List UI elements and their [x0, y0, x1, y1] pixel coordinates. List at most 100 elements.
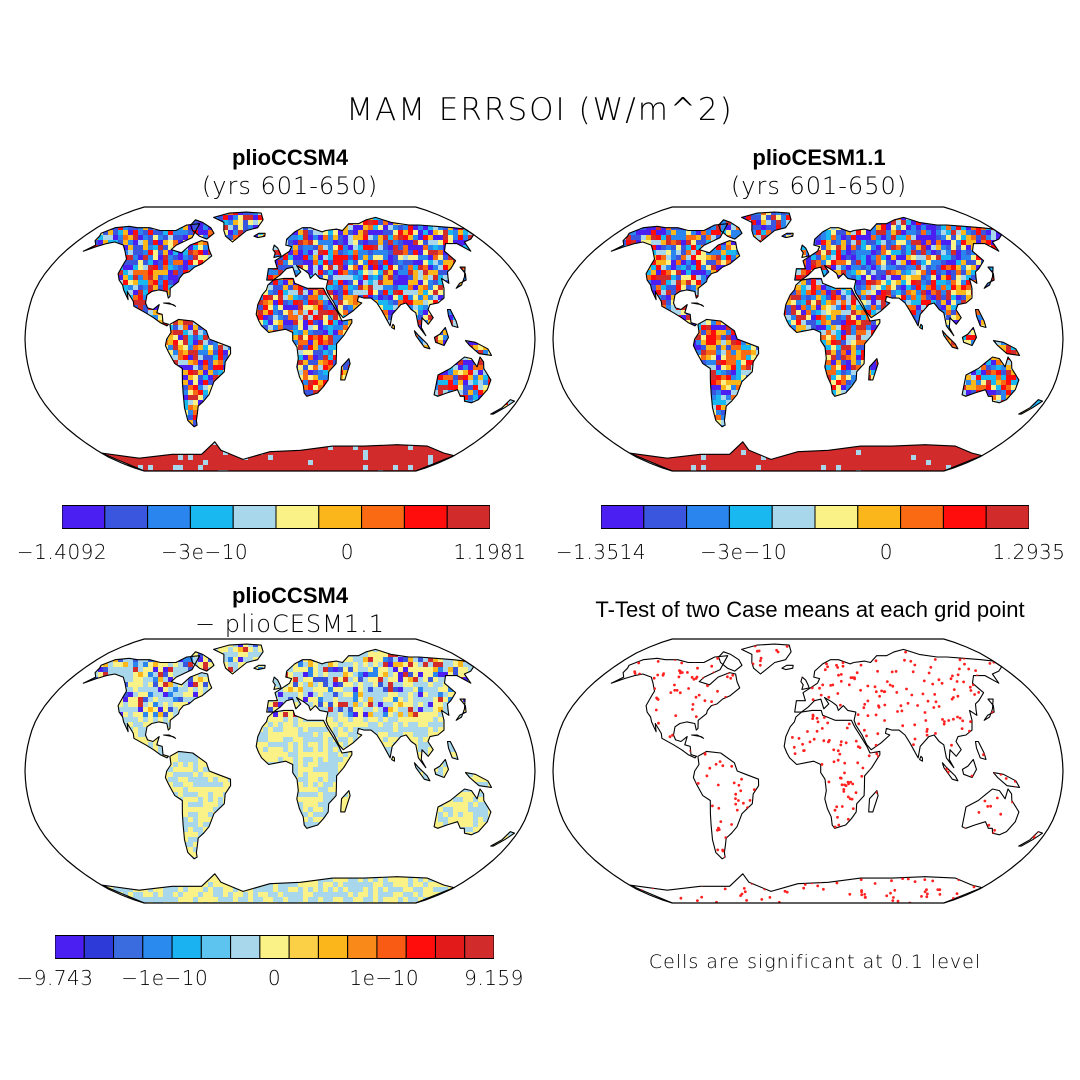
significant-cell-dot: [575, 686, 578, 689]
significant-cell-dot: [972, 897, 975, 901]
significant-cell-dot: [696, 899, 699, 902]
colorbar-swatch: [985, 505, 1029, 529]
significant-cell-dot: [1018, 644, 1021, 645]
significant-cell-dot: [856, 761, 860, 765]
significant-cell-dot: [1034, 904, 1037, 907]
significant-cell-dot: [729, 676, 733, 680]
coastline-namerica: [610, 223, 741, 327]
significant-cell-dot: [633, 900, 637, 903]
significant-cell-dot: [892, 896, 895, 899]
significant-cell-dot: [885, 680, 889, 683]
colorbar-swatch: [728, 505, 773, 529]
significant-cell-dot: [853, 677, 856, 681]
significant-cell-dot: [982, 903, 985, 906]
significant-cell-dot: [816, 720, 820, 724]
significant-cell-dot: [913, 737, 917, 741]
significant-cell-dot: [891, 684, 895, 688]
coastline-baffin: [718, 651, 743, 672]
significant-cell-dot: [1061, 875, 1064, 878]
significant-cell-dot: [993, 828, 996, 832]
colorbar-panel-3: [55, 935, 494, 959]
significant-cell-dot: [888, 683, 892, 687]
significant-cell-dot: [950, 743, 953, 747]
significant-cell-dot: [759, 659, 762, 663]
coastline-srilanka: [919, 755, 924, 762]
colorbar-swatch: [464, 935, 494, 959]
significant-cell-dot: [883, 703, 887, 707]
significant-cell-dot: [894, 670, 898, 673]
significant-cell-dot: [839, 740, 843, 743]
significant-cell-dot: [1060, 868, 1063, 871]
significant-cell-dot: [840, 805, 844, 808]
significant-cell-dot: [1053, 841, 1056, 844]
significant-cell-dot: [621, 644, 625, 647]
colorbar-swatch: [147, 505, 191, 529]
significant-cell-dot: [988, 662, 992, 665]
significant-cell-dot: [895, 691, 899, 694]
significant-cell-dot: [558, 840, 561, 843]
coastline-australia: [433, 356, 492, 404]
significant-cell-dot: [865, 734, 868, 738]
significant-cell-dot: [1057, 662, 1060, 665]
significant-cell-dot: [1018, 665, 1022, 668]
map-panel-4-ttest: [551, 638, 1064, 907]
significant-cell-dot: [829, 684, 833, 687]
significant-cell-dot: [923, 711, 927, 714]
significant-cell-dot: [597, 670, 600, 673]
significant-cell-dot: [571, 639, 574, 642]
significant-cell-dot: [562, 866, 565, 869]
significant-cell-dot: [812, 737, 816, 741]
significant-cell-dot: [601, 660, 604, 663]
colorbar-tick-label: 1e−10: [349, 966, 420, 990]
colorbar-swatch: [814, 505, 859, 529]
significant-cell-dot: [551, 852, 553, 855]
significant-cell-dot: [579, 890, 582, 893]
significant-cell-dot: [1013, 867, 1017, 871]
significant-cell-dot: [878, 694, 881, 698]
significant-cell-dot: [967, 667, 971, 671]
colorbar-swatch: [434, 935, 466, 959]
colorbar-swatch: [376, 935, 407, 959]
significant-cell-dot: [573, 639, 576, 642]
significant-cell-dot: [1056, 685, 1059, 688]
significant-cell-dot: [925, 888, 928, 891]
significant-cell-dot: [937, 678, 941, 682]
significant-cell-dot: [1042, 654, 1043, 658]
significant-cell-dot: [570, 846, 573, 849]
significant-cell-dot: [815, 716, 819, 720]
map-panel-1: [24, 206, 536, 472]
coastline-samerica: [164, 318, 232, 428]
significant-cell-dot: [839, 703, 842, 707]
significant-cell-dot: [573, 861, 576, 864]
significant-cell-dot: [696, 666, 699, 670]
significant-cell-dot: [837, 823, 841, 827]
significant-cell-dot: [711, 804, 714, 808]
significant-cell-dot: [1031, 653, 1035, 657]
coastline-samerica: [692, 318, 760, 428]
significant-cell-dot: [675, 688, 679, 692]
significant-cell-dot: [977, 811, 981, 814]
significant-cell-dot: [932, 706, 936, 709]
significant-cell-dot: [802, 886, 806, 890]
significant-cell-dot: [596, 887, 599, 890]
significant-cell-dot: [551, 897, 554, 900]
significant-cell-dot: [925, 895, 929, 899]
coastline-borneo: [961, 326, 978, 347]
colorbar-swatch: [601, 505, 645, 529]
significant-cell-dot: [986, 805, 990, 808]
significant-cell-dot: [913, 663, 917, 667]
colorbar-tick-label: 9.159: [464, 966, 524, 990]
significant-cell-dot: [952, 688, 956, 691]
coastline-uk: [272, 244, 282, 259]
colorbar-swatch: [347, 935, 378, 959]
significant-cell-dot: [797, 737, 801, 740]
significant-cell-dot: [1030, 890, 1034, 893]
significant-cell-dot: [1057, 880, 1060, 883]
coastline-madagascar: [340, 790, 351, 813]
significant-cell-dot: [920, 895, 923, 898]
coastline-sumatra: [413, 330, 431, 350]
significant-cell-dot: [874, 659, 878, 663]
significant-cell-dot: [739, 789, 743, 793]
significant-cell-dot: [831, 683, 835, 687]
significant-cell-dot: [929, 665, 933, 669]
